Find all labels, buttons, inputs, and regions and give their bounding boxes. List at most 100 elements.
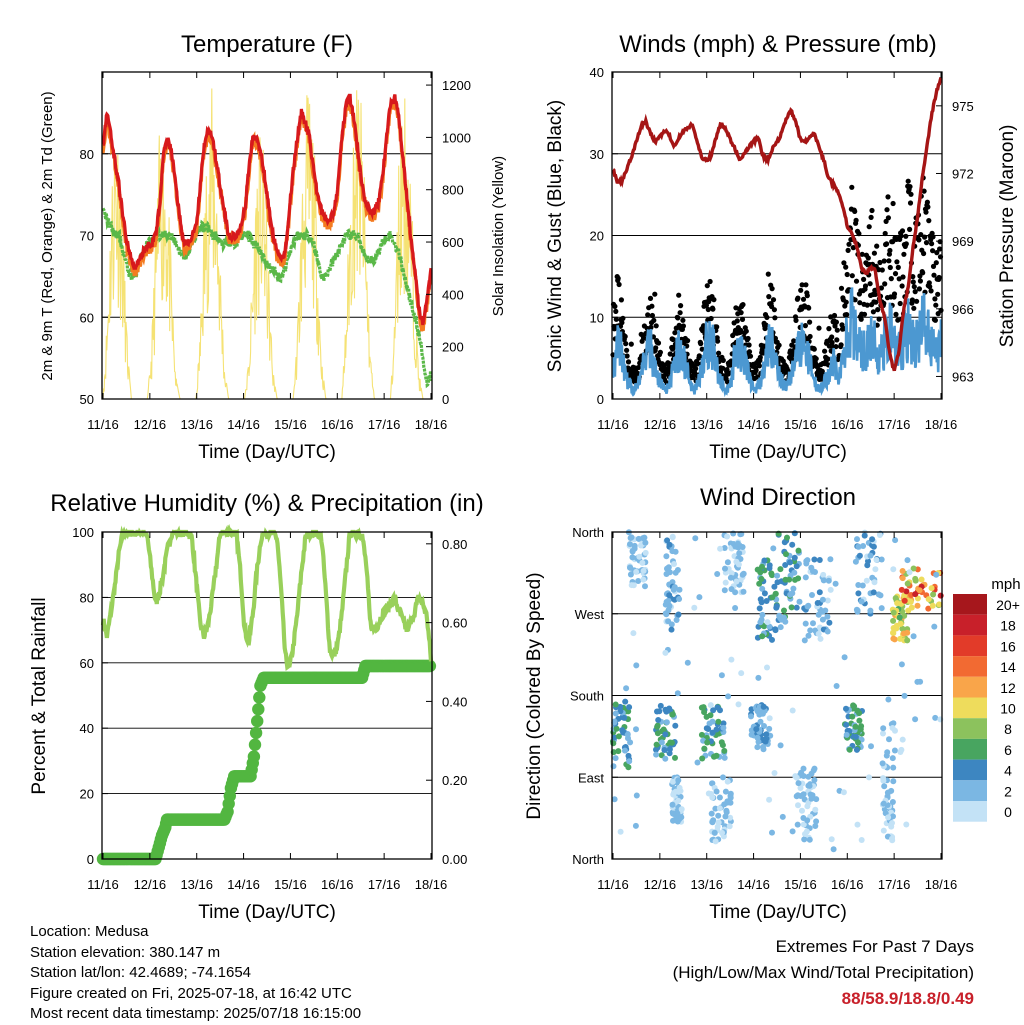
- direction-point: [855, 582, 862, 588]
- y2-tick-label: 400: [442, 287, 464, 302]
- direction-point: [764, 664, 770, 671]
- gust-point: [745, 335, 751, 342]
- direction-point: [855, 543, 862, 550]
- direction-point: [760, 703, 767, 710]
- direction-point: [622, 698, 629, 705]
- direction-point: [879, 760, 886, 767]
- gust-point: [791, 338, 797, 344]
- direction-point: [813, 796, 820, 803]
- direction-point: [627, 564, 633, 571]
- y2-tick-label: 975: [952, 99, 974, 114]
- direction-point: [715, 812, 722, 819]
- x-tick-label: 15/16: [274, 417, 307, 432]
- gust-point: [903, 241, 909, 247]
- gust-point: [923, 240, 930, 246]
- legend-label: 0: [1004, 804, 1012, 820]
- direction-point: [898, 586, 905, 593]
- direction-point: [824, 613, 831, 620]
- x-tick-label: 14/16: [737, 417, 770, 432]
- gust-point: [861, 311, 868, 317]
- humidity-ylabel: Percent & Total Rainfall: [29, 597, 50, 794]
- gust-point: [649, 312, 656, 319]
- direction-point: [858, 837, 865, 843]
- direction-point: [890, 778, 897, 785]
- direction-point: [739, 571, 746, 578]
- gust-point: [825, 356, 831, 362]
- direction-point: [635, 578, 642, 584]
- gust-point: [652, 291, 658, 297]
- direction-point: [631, 542, 638, 549]
- direction-point: [894, 600, 901, 607]
- direction-point: [815, 611, 822, 618]
- direction-point: [827, 586, 834, 593]
- direction-point: [854, 821, 861, 828]
- direction-point: [910, 565, 917, 572]
- direction-point: [816, 557, 823, 563]
- humidity-xlabel: Time (Day/UTC): [198, 902, 336, 923]
- x-tick-label: 11/16: [87, 417, 119, 432]
- direction-point: [758, 576, 765, 582]
- direction-point: [684, 659, 691, 666]
- direction-point: [678, 806, 685, 813]
- direction-point: [717, 545, 724, 552]
- gust-point: [826, 343, 832, 349]
- gust-point: [920, 270, 926, 276]
- y-tick-label: 30: [590, 147, 604, 162]
- humidity-panel: Relative Humidity (%) & Precipitation (i…: [29, 490, 484, 923]
- y-tick-label: 100: [72, 525, 94, 540]
- direction-point: [675, 797, 682, 804]
- direction-point: [822, 607, 829, 614]
- direction-point: [865, 558, 871, 565]
- direction-point: [889, 755, 896, 762]
- direction-point: [758, 616, 765, 623]
- direction-point: [625, 764, 632, 771]
- direction-point: [628, 534, 635, 541]
- gust-point: [813, 356, 819, 362]
- winds-series: [610, 76, 944, 398]
- gust-point: [864, 302, 870, 308]
- x-tick-label: 12/16: [134, 417, 167, 432]
- direction-point: [656, 708, 663, 715]
- direction-point: [662, 649, 669, 656]
- direction-point: [722, 813, 729, 820]
- direction-point: [721, 754, 728, 761]
- direction-point: [709, 718, 716, 725]
- gust-point: [738, 327, 744, 333]
- gust-point: [845, 247, 851, 253]
- gust-point: [838, 342, 844, 348]
- direction-point: [817, 635, 824, 642]
- gust-point: [909, 297, 916, 303]
- gust-point: [715, 338, 721, 344]
- direction-point: [854, 536, 860, 543]
- direction-point: [788, 604, 795, 611]
- direction-point: [733, 578, 740, 585]
- gust-point: [900, 274, 906, 280]
- direction-point: [904, 580, 911, 587]
- x-tick-label: 11/16: [597, 877, 629, 892]
- legend-swatch: [953, 676, 987, 698]
- direction-point: [707, 702, 714, 709]
- gust-point: [647, 295, 654, 301]
- direction-point: [937, 592, 944, 599]
- direction-point: [709, 819, 716, 826]
- direction-point: [925, 596, 932, 603]
- direction-point: [728, 586, 735, 593]
- direction-point: [936, 601, 943, 608]
- direction-point: [721, 587, 728, 594]
- direction-point: [769, 572, 775, 579]
- gust-point: [852, 208, 858, 214]
- x-tick-label: 16/16: [321, 417, 354, 432]
- direction-point: [889, 725, 896, 731]
- x-tick-label: 17/16: [368, 877, 401, 892]
- direction-point: [806, 836, 813, 843]
- y-tick-label: 70: [80, 229, 94, 244]
- direction-point: [854, 607, 861, 614]
- y2-tick-label: 200: [442, 340, 464, 355]
- direction-point: [654, 723, 661, 730]
- direction-point: [722, 788, 729, 795]
- direction-point: [712, 805, 719, 812]
- gust-point: [891, 291, 898, 297]
- direction-point: [907, 598, 914, 605]
- direction-point: [666, 746, 673, 753]
